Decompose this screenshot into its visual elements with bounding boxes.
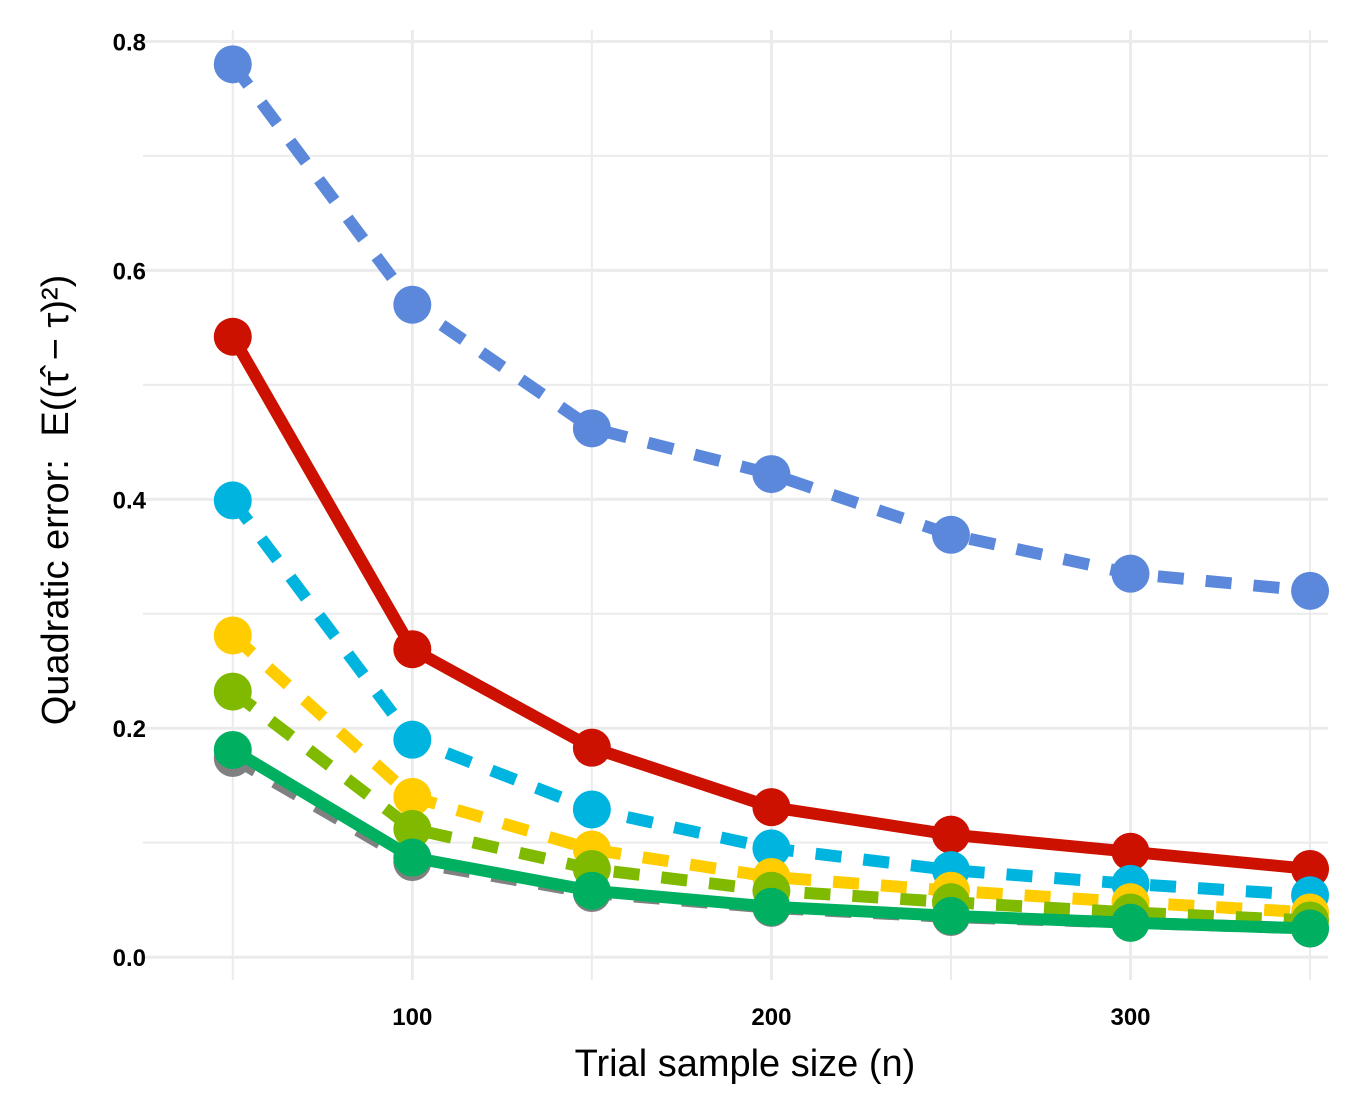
data-point: [393, 777, 432, 816]
data-point: [393, 809, 432, 848]
y-tick-label: 0.0: [113, 945, 146, 972]
data-point: [931, 815, 970, 854]
data-point: [393, 630, 432, 669]
data-point: [213, 616, 252, 655]
data-point: [1291, 909, 1330, 948]
series-layer: [213, 45, 1330, 948]
data-point: [1291, 849, 1330, 888]
data-point: [213, 317, 252, 356]
data-point: [1291, 571, 1330, 610]
data-point: [213, 45, 252, 84]
data-point: [752, 829, 791, 868]
x-tick-label: 200: [751, 1004, 791, 1031]
data-point: [213, 730, 252, 769]
data-point: [393, 720, 432, 759]
y-tick-label: 0.4: [113, 487, 147, 514]
data-point: [213, 481, 252, 520]
x-tick-label: 300: [1110, 1004, 1150, 1031]
data-point: [572, 871, 611, 910]
tick-labels: 100 200 300 0.0 0.2 0.4 0.6 0.8: [113, 29, 1151, 1031]
series-0: [213, 45, 1330, 610]
data-point: [931, 515, 970, 554]
data-point: [752, 887, 791, 926]
data-point: [752, 788, 791, 827]
data-point: [393, 838, 432, 877]
data-point: [213, 672, 252, 711]
x-tick-label: 100: [392, 1004, 432, 1031]
data-point: [393, 285, 432, 324]
data-point: [572, 728, 611, 767]
data-point: [1111, 903, 1150, 942]
data-point: [1111, 554, 1150, 593]
data-point: [572, 409, 611, 448]
y-tick-label: 0.8: [113, 29, 146, 56]
series-1: [213, 317, 1330, 888]
y-axis-title: Quadratic error: E((τ̂ − τ)²): [35, 275, 77, 726]
y-axis-title-prefix: Quadratic error:: [35, 459, 77, 725]
series-6: [213, 730, 1330, 948]
data-point: [572, 790, 611, 829]
data-point: [752, 455, 791, 494]
x-axis-title: Trial sample size (n): [575, 1043, 916, 1085]
y-tick-label: 0.6: [113, 258, 146, 285]
data-point: [931, 896, 970, 935]
data-point: [1111, 832, 1150, 871]
y-tick-label: 0.2: [113, 716, 146, 743]
y-axis-title-formula: E((τ̂ − τ)²): [35, 275, 77, 437]
